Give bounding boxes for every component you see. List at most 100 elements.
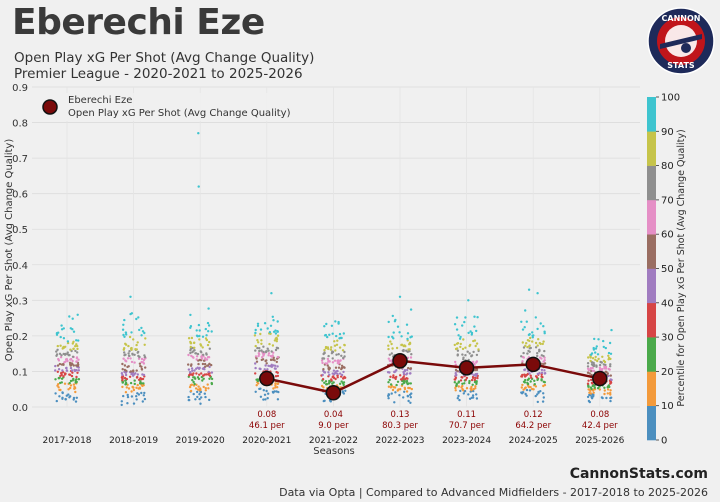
distribution-dot xyxy=(276,382,280,385)
distribution-dot xyxy=(198,358,202,362)
distribution-dot xyxy=(274,329,277,332)
distribution-dot xyxy=(387,381,390,384)
distribution-dot xyxy=(254,366,257,370)
distribution-dot xyxy=(327,366,330,369)
distribution-dot xyxy=(464,354,467,357)
distribution-dot-outlier xyxy=(527,288,531,291)
distribution-dot xyxy=(76,371,79,374)
distribution-dot xyxy=(598,368,602,371)
colorbar-tick-label: 10 xyxy=(661,401,674,412)
distribution-dot xyxy=(55,399,58,403)
distribution-dot xyxy=(402,348,405,352)
distribution-dot xyxy=(258,367,261,370)
distribution-dot xyxy=(586,382,590,385)
distribution-dot xyxy=(57,368,61,371)
distribution-dot xyxy=(124,373,128,377)
distribution-dot xyxy=(607,367,610,371)
distribution-dot xyxy=(608,341,612,345)
distribution-dot xyxy=(141,373,144,376)
distribution-dot xyxy=(204,337,208,340)
distribution-dot xyxy=(64,352,67,356)
distribution-dot xyxy=(143,397,147,401)
distribution-dot xyxy=(330,324,334,327)
player-point xyxy=(325,385,342,401)
distribution-dot xyxy=(325,322,328,326)
distribution-dot xyxy=(469,343,472,347)
distribution-dot xyxy=(210,363,213,367)
distribution-dot xyxy=(204,387,207,390)
distribution-dot xyxy=(475,360,479,363)
distribution-dot xyxy=(208,362,211,366)
distribution-dot xyxy=(401,383,404,386)
distribution-dot xyxy=(207,324,211,327)
distribution-dot xyxy=(408,341,412,344)
distribution-dot xyxy=(193,341,196,344)
distribution-dot xyxy=(389,375,392,378)
distribution-dot xyxy=(75,339,78,342)
distribution-dot xyxy=(74,345,77,348)
distribution-dot xyxy=(324,380,328,383)
distribution-dot xyxy=(208,377,211,380)
distribution-dot xyxy=(322,369,325,373)
distribution-dot xyxy=(77,378,81,381)
distribution-dot xyxy=(521,355,525,359)
distribution-dot xyxy=(272,364,275,367)
distribution-dot xyxy=(263,368,266,371)
distribution-dot xyxy=(475,397,479,400)
distribution-dot xyxy=(536,352,539,355)
distribution-dot xyxy=(461,384,464,388)
distribution-dot xyxy=(456,353,459,356)
distribution-dot xyxy=(600,367,604,371)
distribution-dot xyxy=(542,392,545,395)
distribution-dot xyxy=(606,392,609,395)
distribution-dot xyxy=(130,346,133,350)
distribution-dot xyxy=(463,320,466,324)
distribution-dot xyxy=(204,327,207,331)
distribution-dot xyxy=(330,346,333,349)
page-title: Eberechi Eze xyxy=(12,2,265,43)
distribution-dot xyxy=(521,373,524,377)
distribution-dot xyxy=(141,400,144,403)
chart-legend: Eberechi Eze Open Play xG Per Shot (Avg … xyxy=(36,93,291,121)
distribution-dot xyxy=(260,339,263,342)
distribution-dot xyxy=(126,393,129,397)
distribution-dot xyxy=(407,386,410,390)
distribution-dot xyxy=(470,378,474,382)
distribution-dot xyxy=(334,366,338,369)
distribution-dot xyxy=(388,353,391,356)
distribution-dot xyxy=(270,350,273,353)
distribution-dot xyxy=(187,337,191,340)
distribution-dot xyxy=(262,398,265,401)
distribution-dot xyxy=(594,358,597,361)
distribution-dot xyxy=(327,359,330,362)
distribution-dot xyxy=(67,393,70,396)
distribution-dot-outlier xyxy=(197,132,200,135)
distribution-dot xyxy=(138,328,141,332)
distribution-dot xyxy=(199,350,202,353)
distribution-dot xyxy=(190,363,193,366)
distribution-dot xyxy=(273,390,276,393)
legend-label-metric: Open Play xG Per Shot (Avg Change Qualit… xyxy=(68,108,291,119)
distribution-dot xyxy=(276,330,279,333)
distribution-dot xyxy=(143,343,146,346)
distribution-dot xyxy=(132,402,136,405)
distribution-dot xyxy=(403,344,406,347)
distribution-dot xyxy=(386,371,390,374)
distribution-dot xyxy=(331,372,334,375)
distribution-dot xyxy=(590,363,594,366)
distribution-dot xyxy=(467,393,470,396)
distribution-dot xyxy=(587,399,591,403)
distribution-dot xyxy=(461,382,464,385)
y-tick-label: 0.6 xyxy=(12,190,28,201)
distribution-dot xyxy=(590,352,594,355)
distribution-dot xyxy=(130,390,133,393)
distribution-dot xyxy=(337,366,341,369)
y-tick-label: 0.1 xyxy=(12,367,28,378)
player-value-label: 0.08 xyxy=(590,410,609,420)
distribution-dot xyxy=(77,369,81,372)
distribution-dot xyxy=(144,337,147,340)
distribution-dot xyxy=(198,397,201,401)
distribution-dot xyxy=(263,322,267,325)
distribution-dot xyxy=(142,382,145,385)
distribution-dot xyxy=(609,363,612,366)
